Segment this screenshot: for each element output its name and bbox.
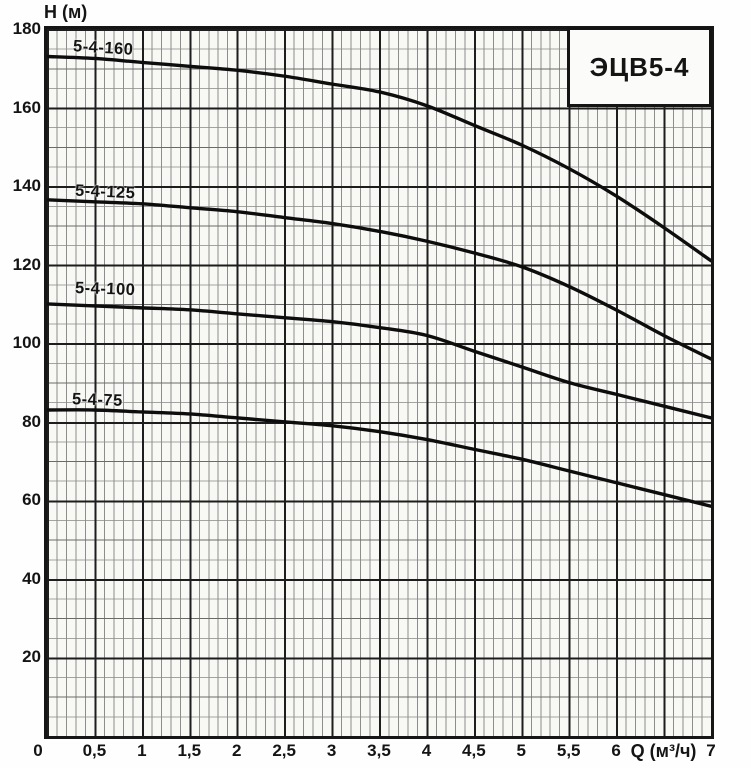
y-tick-60: 60	[22, 490, 41, 510]
x-tick-3.5: 3,5	[367, 741, 391, 760]
y-axis-title: H (м)	[44, 2, 88, 22]
x-tick-0: 0	[33, 741, 43, 760]
plot-grid-area	[44, 26, 714, 739]
x-axis-title: Q (м³/ч)	[630, 741, 697, 761]
x-tick-4: 4	[421, 741, 432, 760]
curves-svg	[47, 54, 711, 508]
x-tick-4.5: 4,5	[462, 741, 486, 760]
y-tick-20: 20	[22, 647, 41, 667]
y-tick-160: 160	[12, 97, 41, 117]
y-tick-140: 140	[12, 176, 41, 196]
x-tick-1.5: 1,5	[177, 741, 202, 760]
x-tick-2.5: 2,5	[272, 741, 296, 760]
x-tick-0.5: 0,5	[82, 741, 107, 760]
x-tick-2: 2	[231, 741, 242, 760]
curve-label-5-4-100: 5-4-100	[74, 278, 136, 300]
curve-label-5-4-125: 5-4-125	[74, 181, 136, 203]
y-tick-120: 120	[12, 254, 41, 274]
y-tick-180: 180	[12, 19, 41, 38]
curve-5-4-160	[47, 54, 711, 263]
x-tick-6: 6	[611, 741, 621, 760]
x-tick-7: 7	[706, 741, 716, 760]
curve-label-5-4-160: 5-4-160	[72, 37, 134, 59]
x-tick-5.5: 5,5	[556, 741, 581, 760]
x-tick-1: 1	[137, 741, 147, 760]
y-tick-40: 40	[22, 568, 41, 588]
curve-label-5-4-75: 5-4-75	[71, 390, 124, 410]
x-tick-3: 3	[326, 741, 337, 760]
curve-5-4-100	[47, 302, 711, 420]
curve-5-4-125	[47, 198, 711, 361]
y-tick-80: 80	[22, 411, 41, 431]
pump-model-legend-box: ЭЦВ5-4	[567, 27, 712, 107]
y-tick-100: 100	[12, 333, 41, 353]
pump-model-label: ЭЦВ5-4	[589, 51, 690, 82]
x-tick-5: 5	[516, 741, 527, 760]
curve-5-4-75	[47, 408, 711, 508]
